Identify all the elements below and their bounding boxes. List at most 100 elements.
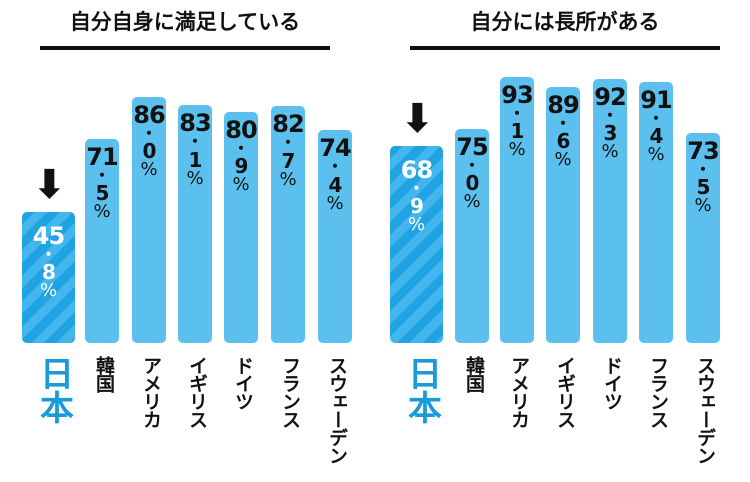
data-label-decimal: 5: [696, 175, 711, 200]
data-label: 80 ・ 9%: [214, 118, 268, 194]
title-underline: [410, 46, 720, 50]
data-label-integer: 89: [547, 90, 579, 119]
data-label-decimal: 5: [95, 180, 110, 205]
category-label: フランス: [279, 356, 301, 428]
bar: [85, 138, 119, 343]
data-label-unit: %: [647, 143, 665, 165]
data-label: 86 ・ 0%: [122, 103, 176, 179]
down-arrow-icon: ⬇: [400, 95, 435, 142]
category-label: 日本: [33, 356, 74, 424]
bar: [22, 212, 75, 343]
category-label: ドイツ: [601, 356, 623, 410]
data-label-integer: 73: [687, 136, 719, 165]
category-label: 韓国: [93, 356, 115, 392]
bar: [455, 128, 489, 343]
bar: [271, 106, 305, 343]
category-label: アメリカ: [508, 356, 530, 428]
data-label-point: ・: [232, 138, 249, 158]
bar: [546, 86, 580, 343]
data-label-integer: 75: [456, 132, 488, 161]
data-label-decimal: 0: [142, 139, 157, 164]
data-label: 89 ・ 6%: [536, 93, 590, 169]
data-label-unit: %: [463, 190, 481, 212]
category-label: フランス: [647, 356, 669, 428]
data-label-decimal: 9: [410, 194, 424, 219]
category-label: イギリス: [554, 356, 576, 428]
category-label: イギリス: [186, 356, 208, 428]
category-label: スウェーデン: [326, 356, 348, 464]
chart-title: 自分には長所がある: [470, 10, 660, 34]
data-label: 91 ・ 4%: [629, 88, 683, 164]
bar: [686, 132, 720, 343]
data-label-unit: %: [326, 192, 344, 214]
category-label: ドイツ: [232, 356, 254, 410]
chart-title: 自分自身に満足している: [69, 10, 301, 34]
bar: [500, 76, 534, 343]
data-label: 68 ・ 9%: [380, 158, 453, 234]
data-label-point: ・: [408, 178, 425, 198]
data-label-point: ・: [554, 113, 571, 133]
data-label: 73 ・ 5%: [676, 139, 730, 215]
data-label-point: ・: [93, 165, 110, 185]
data-label-point: ・: [140, 124, 157, 144]
data-label-point: ・: [601, 106, 618, 126]
data-label-point: ・: [326, 157, 343, 177]
data-label-unit: %: [186, 167, 204, 189]
category-label: スウェーデン: [694, 356, 716, 464]
data-label-integer: 83: [179, 109, 211, 138]
bar: [390, 145, 443, 343]
data-label-decimal: 6: [556, 129, 571, 154]
data-label-integer: 68: [400, 155, 433, 184]
data-label-unit: %: [601, 141, 619, 163]
data-label-point: ・: [40, 245, 57, 264]
bar: [224, 111, 258, 343]
data-label-unit: %: [140, 159, 158, 181]
data-label-point: ・: [463, 155, 480, 175]
bar: [318, 130, 352, 343]
data-label-integer: 82: [272, 110, 304, 139]
data-label-integer: 80: [225, 115, 257, 144]
data-label-integer: 71: [86, 142, 118, 171]
data-label-integer: 91: [640, 85, 672, 114]
data-label-unit: %: [232, 174, 250, 196]
data-label-unit: %: [508, 139, 526, 161]
bar: [178, 105, 212, 343]
title-underline: [40, 46, 330, 50]
bar: [132, 97, 166, 343]
data-label-unit: %: [39, 280, 58, 302]
data-label: 71 ・ 5%: [75, 145, 129, 221]
data-label-point: ・: [508, 103, 525, 123]
data-label-decimal: 3: [603, 121, 618, 146]
data-label: 82 ・ 7%: [261, 112, 315, 188]
data-label-integer: 86: [133, 101, 165, 130]
data-label-decimal: 7: [281, 148, 296, 173]
data-label: 45 ・ 8%: [12, 224, 85, 300]
category-label: アメリカ: [140, 356, 162, 428]
data-label-decimal: 0: [465, 170, 480, 195]
bar: [593, 79, 627, 343]
data-label: 74 ・ 4%: [308, 136, 362, 212]
data-label: 75 ・ 0%: [445, 135, 499, 211]
data-label: 92 ・ 3%: [583, 85, 637, 161]
data-label-decimal: 1: [188, 147, 203, 172]
data-label-integer: 92: [594, 83, 626, 112]
data-label-decimal: 8: [42, 260, 56, 285]
data-label-unit: %: [407, 214, 426, 236]
data-label: 93 ・ 1%: [490, 83, 544, 159]
data-label-unit: %: [554, 149, 572, 171]
data-label-unit: %: [93, 200, 111, 222]
data-label-unit: %: [279, 168, 297, 190]
category-label: 韓国: [463, 356, 485, 392]
data-label-point: ・: [647, 108, 664, 128]
data-label-point: ・: [186, 132, 203, 152]
data-label-decimal: 4: [328, 172, 343, 197]
bar: [639, 81, 673, 343]
data-label-decimal: 4: [649, 123, 664, 148]
data-label-decimal: 9: [234, 154, 249, 179]
data-label-decimal: 1: [510, 119, 525, 144]
category-label: 日本: [401, 356, 442, 424]
data-label-point: ・: [694, 159, 711, 179]
data-label-integer: 45: [32, 222, 65, 250]
data-label: 83 ・ 1%: [168, 111, 222, 187]
